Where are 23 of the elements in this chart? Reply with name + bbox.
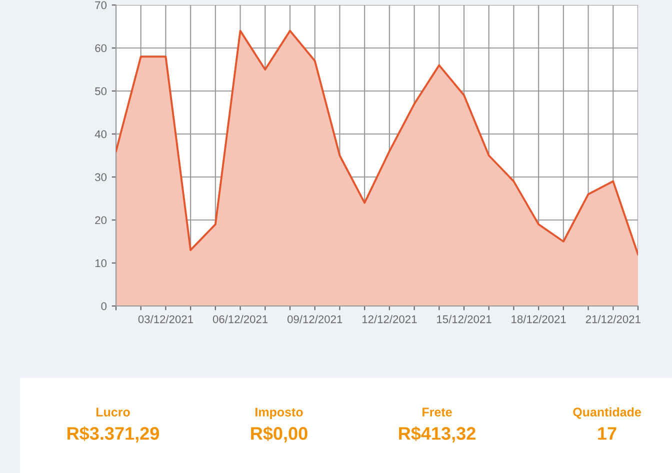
text: 17 — [598, 427, 616, 440]
x-tick-label: 21/12/2021 — [586, 315, 640, 324]
x-tick-label: 03/12/2021 — [138, 315, 193, 324]
y-tick-label: 40 — [94, 130, 107, 138]
text: Frete — [422, 408, 452, 417]
text: Quantidade — [573, 407, 641, 419]
text: Lucro — [96, 408, 130, 417]
x-tick-label: 18/12/2021 — [512, 315, 566, 324]
text: R$413,32 — [399, 426, 476, 442]
x-tick-label: 12/12/2021 — [362, 315, 417, 324]
y-tick-label: 70 — [95, 1, 107, 10]
y-tick-label: 60 — [95, 44, 107, 52]
x-tick-label: 09/12/2021 — [287, 315, 342, 324]
y-tick-label: 0 — [101, 302, 107, 310]
y-tick-label: 50 — [95, 87, 107, 96]
text: R$0,00 — [251, 426, 308, 442]
text: Imposto — [256, 408, 303, 419]
y-tick-label: 10 — [95, 259, 107, 268]
x-tick-label: 06/12/2021 — [212, 315, 268, 324]
text: R$3.371,29 — [68, 426, 160, 442]
y-tick-label: 20 — [95, 216, 107, 224]
x-tick-label: 15/12/2021 — [437, 315, 492, 324]
y-tick-label: 30 — [95, 173, 107, 182]
